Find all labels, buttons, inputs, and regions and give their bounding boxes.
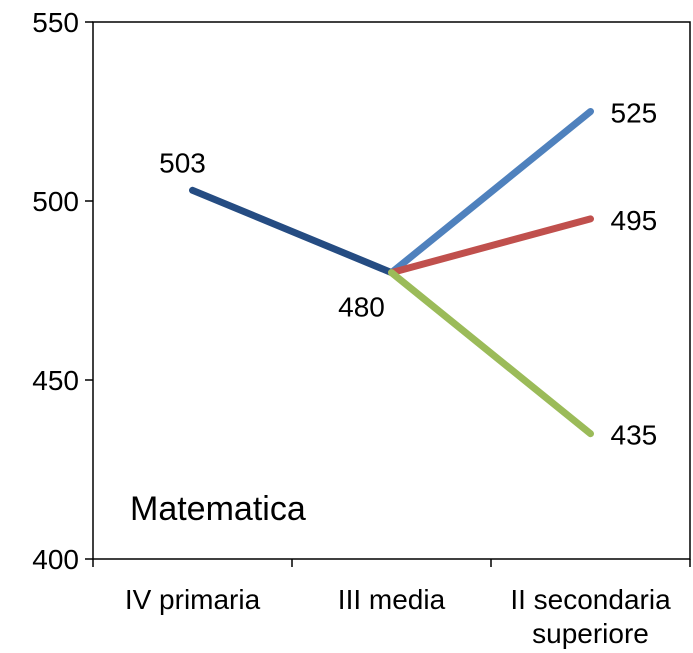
data-label: 525 bbox=[611, 98, 658, 129]
axes: 400 450 500 550 IV primaria III media II secon… bbox=[32, 7, 691, 649]
plot-area-frame bbox=[92, 21, 691, 560]
y-tick-label: 400 bbox=[32, 544, 79, 575]
y-tick-label: 500 bbox=[32, 186, 79, 217]
y-tick-label: 450 bbox=[32, 365, 79, 396]
series-line-3 bbox=[388, 215, 594, 277]
x-tick-label: II secondaria superiore bbox=[510, 584, 671, 649]
data-label: 480 bbox=[338, 292, 385, 323]
series-lines bbox=[189, 108, 594, 438]
data-labels: 503 480 525 495 435 bbox=[159, 98, 657, 451]
x-tick-label: III media bbox=[338, 584, 446, 615]
data-label: 495 bbox=[611, 205, 658, 236]
series-line-4 bbox=[388, 269, 594, 438]
x-tick-label: IV primaria bbox=[125, 584, 261, 615]
data-label: 503 bbox=[159, 147, 206, 178]
data-label: 435 bbox=[611, 420, 658, 451]
chart-annotation: Matematica bbox=[130, 490, 306, 528]
series-line-1 bbox=[189, 186, 395, 277]
series-line-2 bbox=[388, 108, 594, 277]
y-tick-label: 550 bbox=[32, 7, 79, 38]
